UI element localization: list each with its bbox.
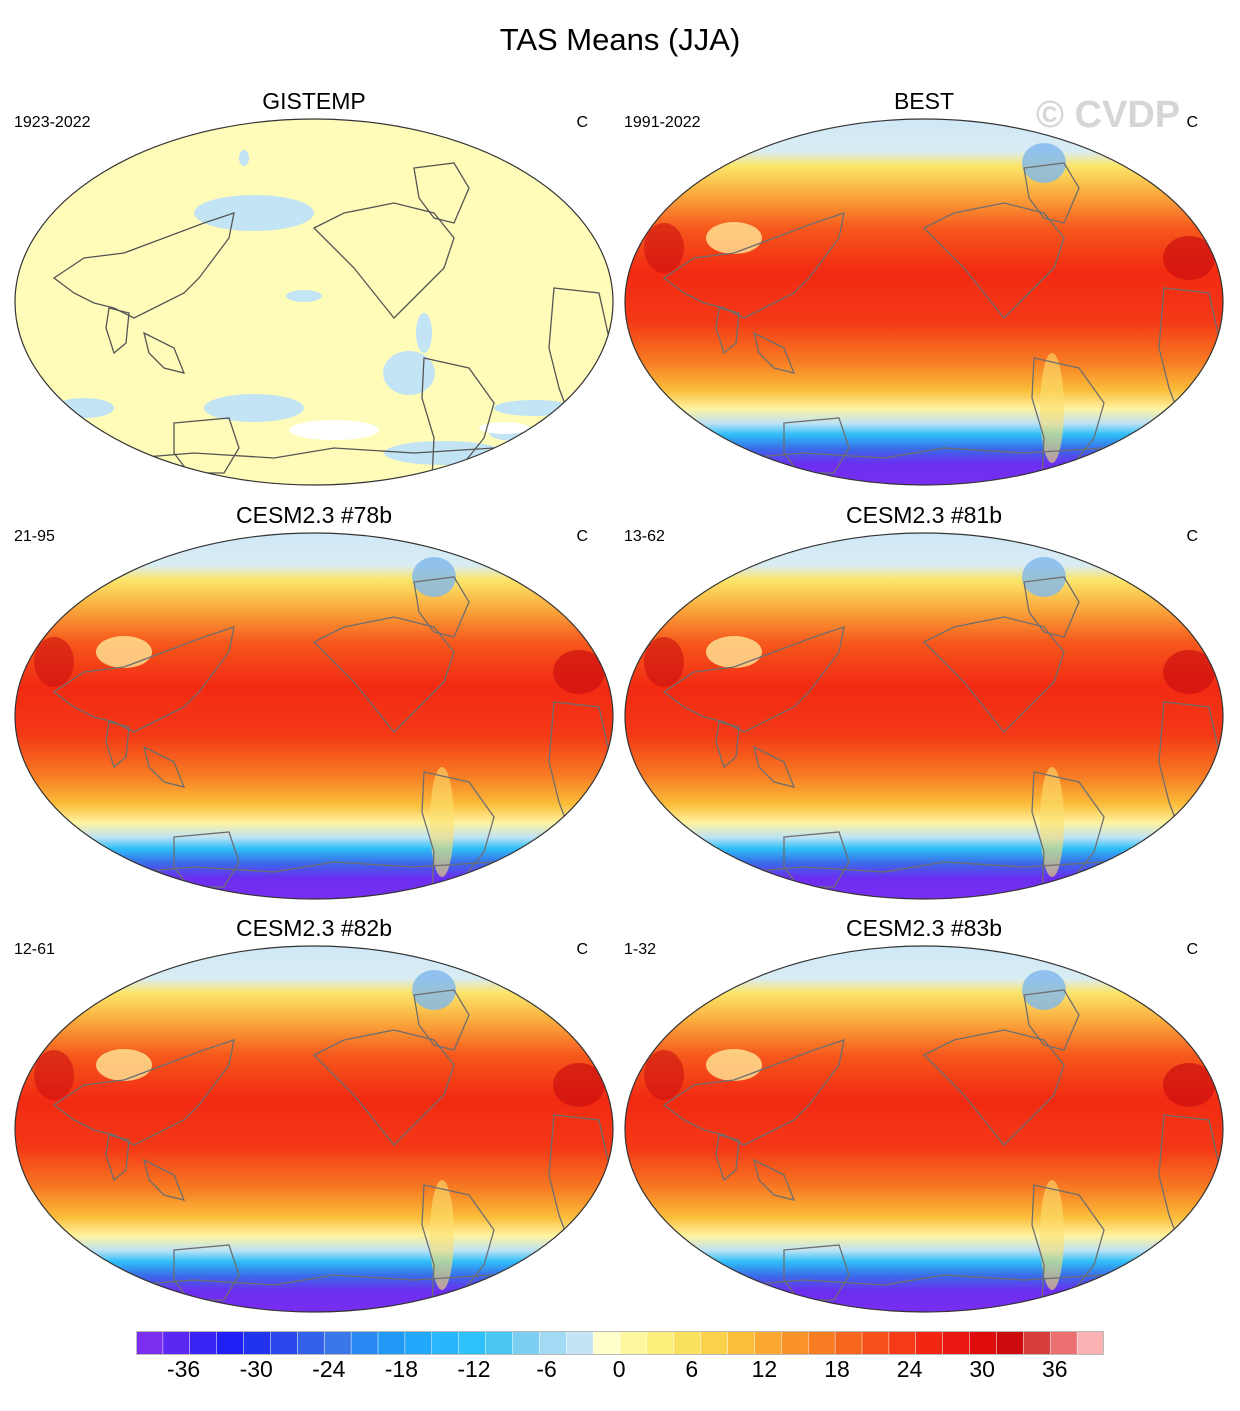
colorbar-tick-label: -30 (239, 1356, 273, 1382)
colorbar-tick-label: 30 (969, 1356, 995, 1382)
panel-period: 1-32 (624, 941, 657, 958)
colorbar-tick-label: 24 (896, 1356, 923, 1382)
world-map (14, 945, 614, 1313)
colorbar-swatch (673, 1331, 702, 1355)
colorbar-swatch (189, 1331, 218, 1355)
colorbar-swatch (592, 1331, 621, 1355)
colorbar-swatch (996, 1331, 1025, 1355)
map-panel: CESM2.3 #81b 13-62 C (624, 502, 1224, 900)
colorbar-swatch (431, 1331, 460, 1355)
panel-units: C (1186, 114, 1198, 131)
panel-period: 13-62 (624, 528, 665, 545)
colorbar-swatch (942, 1331, 971, 1355)
panel-period: 1991-2022 (624, 114, 701, 131)
panel-title: CESM2.3 #83b (846, 915, 1002, 941)
world-map (14, 118, 614, 486)
world-map (624, 118, 1224, 486)
colorbar-tick-label: 12 (751, 1356, 778, 1382)
colorbar-swatch (861, 1331, 890, 1355)
colorbar-tick-label: 36 (1041, 1356, 1068, 1382)
colorbar-swatch (700, 1331, 729, 1355)
colorbar-tick-label: -18 (384, 1356, 419, 1382)
colorbar-tick-label: -6 (536, 1356, 557, 1382)
panel-title: BEST (893, 88, 955, 114)
panel-units: C (576, 941, 588, 958)
colorbar-tick-label: 6 (685, 1356, 699, 1382)
colorbar-swatch (512, 1331, 541, 1355)
map-panel: BEST 1991-2022 C (624, 88, 1224, 486)
colorbar-tick-label: -36 (166, 1356, 201, 1382)
map-panel: GISTEMP 1923-2022 C (14, 88, 614, 486)
colorbar-swatch (888, 1331, 917, 1355)
colorbar-swatch (458, 1331, 487, 1355)
colorbar-swatch (969, 1331, 998, 1355)
colorbar-swatch (781, 1331, 809, 1355)
colorbar-tick-label: 0 (612, 1356, 626, 1382)
panel-title: CESM2.3 #81b (846, 502, 1002, 528)
colorbar-swatch (807, 1331, 836, 1355)
colorbar-tick-label: -12 (457, 1356, 491, 1382)
panel-title: CESM2.3 #82b (236, 915, 392, 941)
colorbar-swatch (404, 1331, 433, 1355)
panel-units: C (576, 114, 588, 131)
colorbar-swatch (377, 1331, 406, 1355)
colorbar-tick-label: 18 (824, 1356, 850, 1382)
world-map (624, 945, 1224, 1313)
colorbar-swatch (1023, 1331, 1051, 1355)
colorbar-swatch (270, 1331, 299, 1355)
colorbar-swatch (727, 1331, 756, 1355)
figure-title: TAS Means (JJA) (499, 22, 741, 57)
colorbar-swatch (1049, 1331, 1078, 1355)
map-panel: CESM2.3 #82b 12-61 C (14, 915, 614, 1313)
colorbar-swatch (162, 1331, 191, 1355)
colorbar-swatch (1076, 1331, 1104, 1355)
panel-period: 12-61 (14, 941, 55, 958)
world-map (624, 532, 1224, 900)
colorbar-swatch (297, 1331, 325, 1355)
colorbar-swatch (539, 1331, 567, 1355)
panel-title: GISTEMP (262, 88, 366, 114)
watermark: © CVDP (1036, 94, 1181, 136)
panel-units: C (1186, 941, 1198, 958)
colorbar-swatch (565, 1331, 594, 1355)
colorbar-tick-label: -24 (312, 1356, 346, 1382)
colorbar (136, 1331, 1104, 1355)
colorbar-swatch (485, 1331, 514, 1355)
colorbar-swatch (136, 1331, 164, 1355)
colorbar-swatch (216, 1331, 245, 1355)
colorbar-swatch (915, 1331, 944, 1355)
panel-period: 1923-2022 (14, 114, 91, 131)
colorbar-swatch (646, 1331, 675, 1355)
panel-units: C (1186, 528, 1198, 545)
colorbar-swatch (323, 1331, 352, 1355)
colorbar-swatch (834, 1331, 863, 1355)
panel-period: 21-95 (14, 528, 55, 545)
panel-units: C (576, 528, 588, 545)
colorbar-swatch (243, 1331, 272, 1355)
colorbar-swatch (619, 1331, 648, 1355)
panel-title: CESM2.3 #78b (236, 502, 392, 528)
map-panel: CESM2.3 #78b 21-95 C (14, 502, 614, 900)
colorbar-swatch (350, 1331, 379, 1355)
world-map (14, 532, 614, 900)
colorbar-swatch (754, 1331, 783, 1355)
map-panel: CESM2.3 #83b 1-32 C (624, 915, 1224, 1313)
